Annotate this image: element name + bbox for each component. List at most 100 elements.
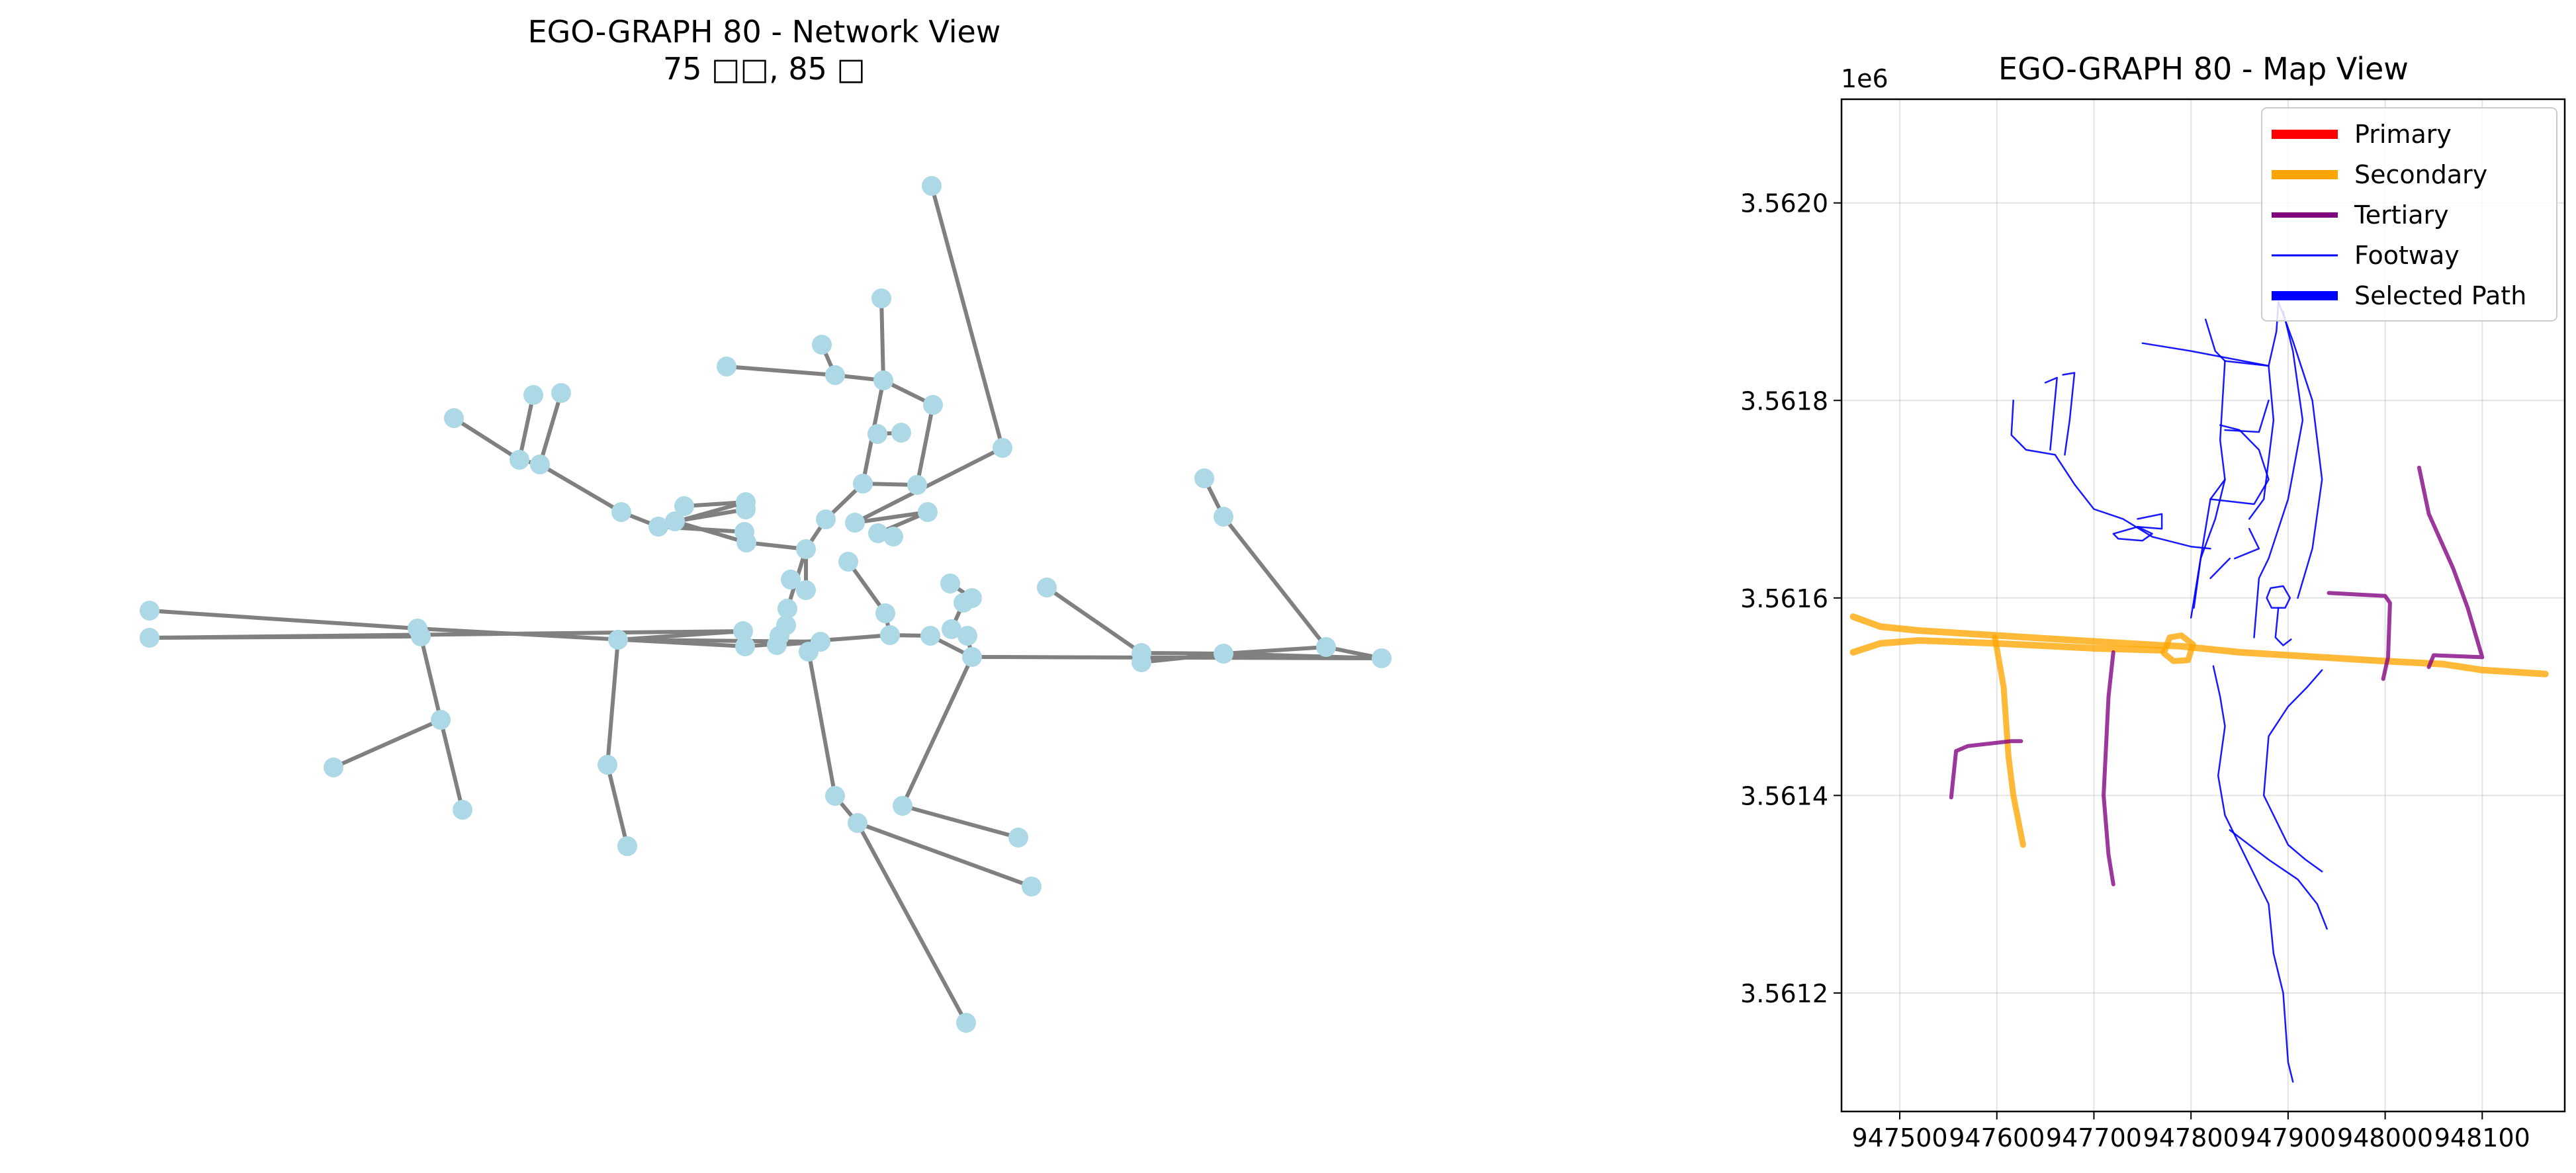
network-edge — [854, 510, 928, 525]
tertiary-line — [2417, 465, 2485, 670]
x-tick-label: 947700 — [2046, 1123, 2142, 1152]
network-node — [942, 619, 961, 639]
network-node — [893, 796, 912, 816]
network-node — [1214, 644, 1233, 664]
network-edge — [807, 651, 837, 797]
network-node — [140, 628, 159, 648]
network-title-line1: EGO-GRAPH 80 - Network View — [528, 14, 1001, 50]
y-axis-ticks: 3.5612 3.5614 3.5616 3.5618 3.5620 — [1740, 189, 1842, 1008]
network-edge — [674, 519, 747, 544]
network-node — [993, 438, 1012, 458]
network-edge — [1141, 652, 1224, 664]
network-node — [611, 502, 631, 522]
network-node — [867, 424, 887, 444]
network-edge — [1221, 515, 1328, 648]
network-node — [871, 288, 891, 308]
network-node — [324, 758, 343, 777]
network-edge — [419, 636, 443, 720]
secondary-line — [2160, 632, 2196, 664]
network-node — [777, 599, 797, 619]
network-edge — [1045, 586, 1143, 655]
network-node — [799, 642, 819, 662]
network-node — [796, 580, 816, 600]
network-node — [1132, 652, 1151, 672]
network-node — [918, 502, 938, 522]
footway-line — [2062, 372, 2076, 456]
network-node — [551, 383, 571, 403]
network-edge — [539, 462, 623, 514]
network-edge — [726, 365, 836, 377]
network-edge — [1223, 652, 1382, 660]
network-node — [717, 357, 736, 376]
footway-line — [2212, 665, 2294, 1083]
network-edge — [674, 507, 746, 523]
network-node — [510, 450, 529, 470]
network-edge — [901, 656, 974, 807]
network-node — [431, 710, 451, 730]
network-node — [1008, 828, 1028, 847]
network-node — [608, 630, 628, 650]
tertiary-line — [2102, 650, 2115, 887]
footway-line — [2277, 300, 2323, 599]
network-node — [665, 511, 685, 531]
network-node — [1214, 507, 1233, 527]
network-edge — [417, 627, 746, 648]
network-node — [883, 527, 903, 546]
network-node — [796, 539, 816, 559]
network-node — [735, 636, 755, 656]
footway-line — [2193, 478, 2226, 609]
network-node — [956, 1013, 976, 1033]
network-node — [853, 474, 873, 494]
network-node — [140, 601, 159, 621]
network-node — [816, 509, 836, 529]
y-tick-label: 3.5618 — [1740, 386, 1828, 415]
network-node — [1022, 877, 1042, 896]
network-node — [873, 370, 893, 390]
footway-line — [2209, 557, 2231, 580]
footway-line — [2044, 376, 2058, 451]
y-offset-label: 1e6 — [1841, 64, 1888, 93]
network-edge — [605, 639, 620, 765]
x-tick-label: 947800 — [2143, 1123, 2239, 1152]
tertiary-line — [2327, 591, 2392, 681]
legend-label: Tertiary — [2354, 200, 2449, 230]
network-edge — [856, 822, 968, 1024]
x-tick-label: 947900 — [2240, 1123, 2336, 1152]
network-node — [444, 408, 464, 428]
network-node — [523, 385, 543, 405]
network-node — [617, 836, 637, 856]
network-node — [891, 423, 911, 443]
network-edge — [854, 446, 1004, 525]
map-legend: Primary Secondary Tertiary Footway Selected … — [2261, 107, 2557, 322]
network-node — [880, 625, 900, 645]
network-node — [957, 626, 977, 646]
network-node — [598, 755, 617, 775]
network-node — [767, 635, 787, 655]
network-node — [453, 800, 472, 820]
network-node — [781, 570, 801, 589]
network-node — [648, 517, 668, 537]
footway-line — [2253, 310, 2304, 638]
legend-label: Selected Path — [2354, 281, 2526, 310]
tertiary-line — [1949, 739, 2023, 800]
network-node — [1037, 578, 1057, 597]
network-view-panel: EGO-GRAPH 80 - Network View 75 □□, 85 □ — [140, 14, 1392, 1033]
network-node — [1316, 637, 1336, 657]
network-edge — [332, 718, 442, 769]
network-node — [907, 475, 927, 495]
secondary-line — [1992, 634, 2026, 848]
footway-line — [2274, 607, 2292, 646]
network-title-line2: 75 □□, 85 □ — [663, 51, 866, 87]
network-node — [1372, 648, 1392, 668]
x-axis-ticks: 947500 947600 947700 947800 947900 948000 9481… — [1851, 1111, 2530, 1152]
network-edge — [1223, 645, 1327, 656]
y-tick-label: 3.5620 — [1740, 189, 1828, 218]
legend-label: Footway — [2354, 241, 2460, 270]
footway-line — [2209, 424, 2270, 505]
network-node — [736, 500, 756, 519]
network-node — [411, 627, 431, 646]
network-node — [812, 335, 832, 355]
map-title: EGO-GRAPH 80 - Map View — [1998, 51, 2409, 87]
network-node — [736, 533, 756, 552]
